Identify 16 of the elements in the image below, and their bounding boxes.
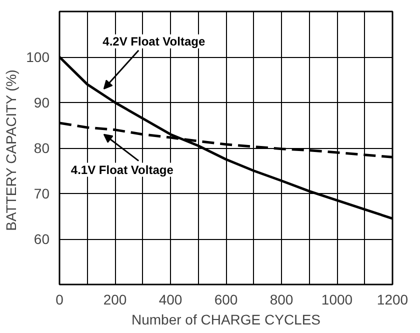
y-tick-label: 60 xyxy=(34,231,50,247)
annotation: 4.1V Float Voltage xyxy=(70,162,174,177)
x-tick-label: 800 xyxy=(270,292,294,308)
x-tick-label: 0 xyxy=(56,292,64,308)
y-tick-label: 70 xyxy=(34,186,50,202)
x-tick-label: 1200 xyxy=(376,292,408,308)
x-tick-label: 1000 xyxy=(321,292,353,308)
y-tick-label: 80 xyxy=(34,140,50,156)
x-tick-label: 200 xyxy=(103,292,127,308)
y-tick-label: 100 xyxy=(26,49,50,65)
x-tick-label: 400 xyxy=(158,292,182,308)
y-axis-title: BATTERY CAPACITY (%) xyxy=(3,70,20,231)
x-axis-title: Number of CHARGE CYCLES xyxy=(131,312,321,328)
annotation: 4.2V Float Voltage xyxy=(102,34,206,48)
x-tick-label: 600 xyxy=(214,292,238,308)
y-tick-label: 90 xyxy=(34,94,50,110)
